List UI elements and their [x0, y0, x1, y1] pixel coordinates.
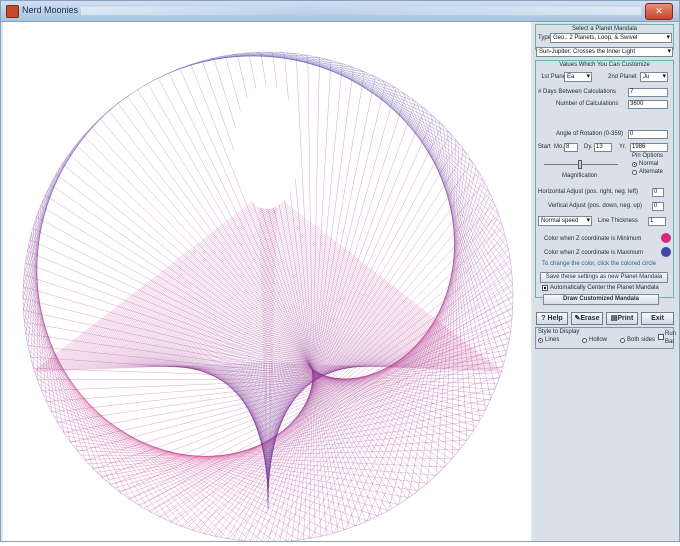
- type-label: Type: [538, 35, 552, 41]
- title-bar-gloss: [81, 7, 641, 15]
- pin-alternate-radio[interactable]: [632, 170, 637, 175]
- days-input[interactable]: 7: [628, 88, 668, 97]
- color-min-label: Color when Z coordinate is Minimum: [544, 236, 642, 242]
- planet2-label: 2nd Planet: [608, 74, 637, 80]
- style-both-label: Both sides: [627, 337, 656, 343]
- auto-center-label: Automatically Center the Planet Mandala: [550, 285, 659, 291]
- save-settings-button[interactable]: Save these settings as new Planet Mandal…: [540, 272, 668, 283]
- month-label: Mo.: [554, 144, 565, 150]
- pin-options-label: Pin Options: [632, 153, 664, 159]
- help-button[interactable]: ? Help: [536, 312, 568, 325]
- color-max-label: Color when Z coordinate is Maximum: [544, 250, 644, 256]
- run-checkbox[interactable]: [658, 334, 664, 340]
- mandala-canvas: [3, 22, 531, 543]
- day-label: Dy.: [584, 144, 593, 150]
- angle-label: Angle of Rotation (0-359): [556, 131, 624, 137]
- erase-button-label: Erase: [580, 315, 600, 322]
- days-label: # Days Between Calculations: [538, 89, 617, 95]
- custom-values-group: Values Which You Can Customize 1st Plane…: [535, 60, 674, 298]
- planet1-select[interactable]: Ea: [564, 72, 592, 82]
- style-lines-label: Lines: [545, 337, 560, 343]
- pin-normal-label: Normal: [639, 161, 659, 167]
- type-select[interactable]: Geo.: 2 Planets, Loop, & Swivel: [550, 33, 672, 43]
- window-title: Nerd Moonies: [22, 5, 79, 15]
- draw-customized-button[interactable]: Draw Customized Mandala: [543, 294, 659, 305]
- color-min-circle[interactable]: [661, 233, 671, 243]
- style-lines-radio[interactable]: [538, 338, 543, 343]
- year-input[interactable]: 1986: [630, 143, 668, 152]
- help-icon: ?: [541, 315, 546, 322]
- vertical-adjust-label: Vertical Adjust (pos. down, neg. up): [548, 203, 643, 209]
- planet1-label: 1st Planet: [541, 74, 568, 80]
- custom-values-title: Values Which You Can Customize: [559, 62, 650, 68]
- control-panel: Select a Planet Mandala Type Geo.: 2 Pla…: [533, 22, 679, 541]
- calcs-label: Number of Calculations: [556, 101, 619, 107]
- line-style-select[interactable]: Normal speed: [538, 216, 592, 226]
- erase-button[interactable]: ✎Erase: [571, 312, 603, 325]
- planet-mandala-drawing: [22, 51, 514, 543]
- horizontal-adjust-input[interactable]: 0: [652, 188, 664, 197]
- help-button-label: Help: [547, 315, 563, 322]
- style-display-title: Style to Display: [538, 329, 580, 335]
- exit-button[interactable]: Exit: [641, 312, 674, 325]
- color-max-circle[interactable]: [661, 247, 671, 257]
- color-hint: To change the color, click the colored c…: [542, 261, 657, 267]
- line-thickness-label: Line Thickness: [598, 218, 638, 224]
- preset-select[interactable]: Sun-Jupiter: Crosses the Inner Light: [536, 47, 673, 57]
- start-label: Start: [538, 144, 551, 150]
- auto-center-checkbox[interactable]: [542, 285, 548, 291]
- magnification-slider[interactable]: [578, 160, 582, 169]
- year-label: Yr.: [619, 144, 627, 150]
- pin-normal-radio[interactable]: [632, 162, 637, 167]
- line-thickness-input[interactable]: 1: [648, 217, 666, 226]
- style-display-group: Style to Display Lines Hollow Both sides…: [535, 327, 677, 349]
- print-button-label: Print: [617, 315, 634, 322]
- printer-icon: ▤: [610, 315, 618, 322]
- title-bar[interactable]: Nerd Moonies ✕: [1, 1, 679, 22]
- vertical-adjust-input[interactable]: 0: [652, 202, 664, 211]
- group-title: Select a Planet Mandala: [571, 26, 638, 32]
- month-input[interactable]: 8: [564, 143, 578, 152]
- pin-alternate-label: Alternate: [639, 169, 664, 175]
- run-label: Run: [665, 331, 677, 337]
- print-button[interactable]: ▤Print: [606, 312, 638, 325]
- angle-input[interactable]: 0: [628, 130, 668, 139]
- erase-icon: ✎: [574, 315, 581, 322]
- style-both-radio[interactable]: [620, 338, 625, 343]
- calcs-input[interactable]: 3600: [628, 100, 668, 109]
- horizontal-adjust-label: Horizontal Adjust (pos. right, neg. left…: [538, 189, 639, 195]
- bar-label: Bar: [665, 339, 675, 345]
- day-input[interactable]: 13: [594, 143, 612, 152]
- close-button[interactable]: ✕: [645, 3, 673, 20]
- style-hollow-radio[interactable]: [582, 338, 587, 343]
- planet2-select[interactable]: Ju: [640, 72, 668, 82]
- app-icon: [6, 5, 19, 18]
- style-hollow-label: Hollow: [589, 337, 608, 343]
- magnification-label: Magnification: [562, 173, 598, 179]
